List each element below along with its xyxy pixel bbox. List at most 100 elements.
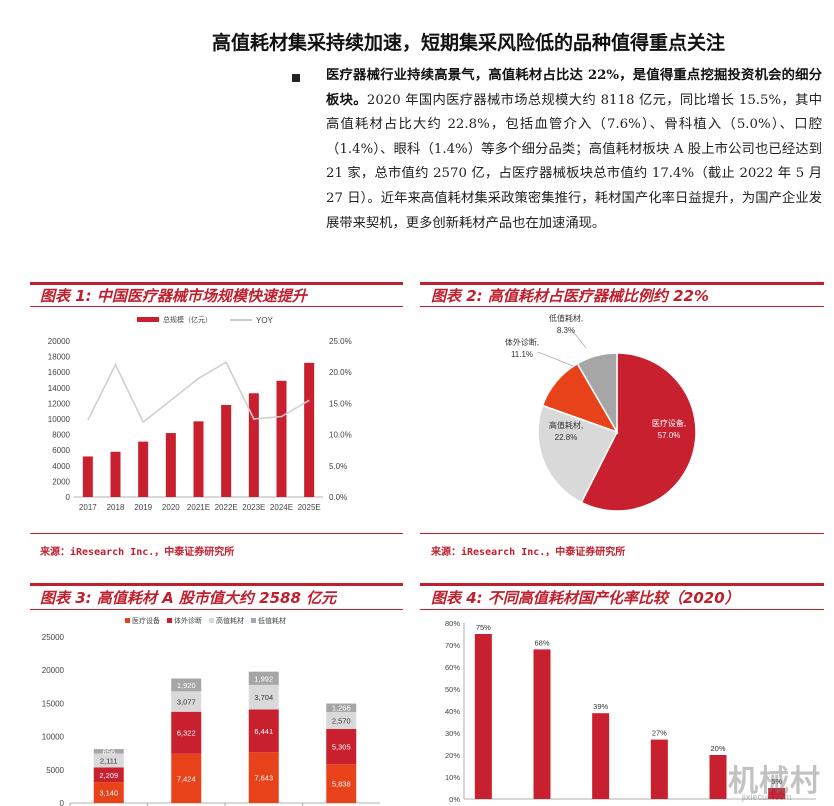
chart1-y2tick: 20.0%	[329, 368, 352, 377]
chart3-legend-label: 体外诊断	[174, 616, 202, 625]
bullet-square	[292, 74, 300, 82]
chart4-bar-label: 20%	[710, 744, 725, 753]
chart1-xtick: 2023E	[242, 503, 265, 512]
chart3-bar-segment	[326, 703, 357, 712]
chart3-legend-swatch	[125, 618, 130, 623]
panel3-top-rule	[30, 583, 403, 586]
chart1-ytick: 4000	[52, 462, 70, 471]
chart1-y2tick: 10.0%	[329, 431, 352, 440]
chart1-ytick: 20000	[48, 337, 71, 346]
chart1-bar	[221, 404, 232, 497]
panel1-bottom-rule	[30, 533, 403, 534]
chart3-ytick: 15000	[42, 699, 65, 708]
chart1-xtick: 2020	[162, 503, 180, 512]
chart1-y2tick: 15.0%	[329, 399, 352, 408]
chart1-legend-bar-swatch	[137, 317, 159, 322]
chart3-bar-segment	[93, 753, 124, 768]
chart1-y2tick: 0.0%	[329, 493, 347, 502]
chart4-ytick: 0%	[449, 795, 460, 804]
chart1-market-size: 0 2000 4000 6000 8000 10000 12000 14000 16000 180…	[48, 315, 352, 512]
chart3-legend-swatch	[209, 618, 214, 623]
chart2-slice-label: 体外诊断,	[505, 337, 539, 347]
chart4-bar-label: 75%	[476, 623, 491, 632]
chart1-ytick: 6000	[52, 446, 70, 455]
chart3-bar-segment	[326, 729, 357, 765]
chart4-ytick: 10%	[445, 773, 460, 782]
chart3-segment-label: 656	[102, 747, 115, 756]
summary-paragraph: 医疗器械行业持续高景气，高值耗材占比达 22%，是值得重点挖掘投资机会的细分板块…	[326, 64, 822, 236]
chart2-slice	[576, 352, 618, 435]
chart2-leader-line	[537, 351, 574, 367]
chart4-bar	[768, 788, 786, 799]
panel2-source: 来源：iResearch Inc.，中泰证券研究所	[431, 547, 626, 558]
chart3-bar-segment	[93, 749, 124, 754]
chart3-market-cap: 0 5000 10000 15000 20000 25000 3,140 2,209 2,111…	[42, 616, 380, 806]
chart1-bar	[110, 451, 121, 497]
chart4-bar	[709, 755, 727, 799]
chart3-segment-label: 6,441	[254, 727, 273, 736]
chart1-ytick: 2000	[52, 477, 70, 486]
chart2-slice-pct: 22.8%	[555, 433, 578, 442]
chart1-bar	[138, 441, 149, 497]
chart4-bar	[650, 739, 668, 799]
chart2-slice-label: 医疗设备,	[652, 418, 686, 428]
chart4-bar-label: 27%	[652, 729, 667, 738]
chart3-segment-label: 3,140	[99, 789, 118, 798]
chart1-bar	[165, 433, 176, 497]
chart2-slice-pct: 8.3%	[557, 326, 575, 335]
panel1-title-underline	[30, 306, 403, 307]
chart2-slice	[580, 352, 697, 512]
chart1-ytick: 8000	[52, 431, 70, 440]
chart4-bar-label: 5%	[771, 777, 782, 786]
chart2-share-pie: 医疗设备, 57.0% 高值耗材, 22.8% 体外诊断, 11.1% 低值耗材, 8.3%	[505, 313, 697, 512]
chart3-bar-segment	[248, 671, 279, 685]
chart1-y2tick: 25.0%	[329, 337, 352, 346]
chart4-bar	[592, 713, 610, 799]
chart3-segment-label: 2,111	[100, 756, 118, 765]
panel2-title-underline	[420, 306, 824, 307]
panel3-title: 图表 3: 高值耗材 A 股市值大约 2588 亿元	[40, 589, 337, 607]
chart1-bar	[193, 421, 204, 497]
chart4-ytick: 30%	[445, 729, 460, 738]
chart1-xtick: 2019	[134, 503, 152, 512]
chart1-xtick: 2017	[79, 503, 97, 512]
chart1-yoy-line	[87, 361, 310, 424]
chart3-legend-label: 医疗设备	[132, 616, 160, 625]
chart3-bar-segment	[171, 691, 202, 712]
chart3-bar-segment	[93, 782, 124, 803]
headline: 高值耗材集采持续加速，短期集采风险低的品种值得重点关注	[212, 32, 726, 54]
chart3-segment-label: 6,322	[177, 729, 196, 738]
chart1-xtick: 2024E	[270, 503, 293, 512]
chart4-localization-rate: 0% 10% 20% 30% 40% 50% 60% 70% 80% 75% 68% 39% 27% 20…	[445, 619, 816, 804]
chart1-ytick: 12000	[48, 399, 71, 408]
chart3-segment-label: 1,992	[254, 674, 273, 683]
chart1-xtick: 2021E	[187, 503, 210, 512]
chart3-bar-segment	[93, 767, 124, 783]
chart1-xtick: 2022E	[215, 503, 238, 512]
chart2-slice-label: 高值耗材,	[549, 420, 583, 430]
panel4-top-rule	[420, 583, 824, 586]
chart1-xtick: 2018	[107, 503, 125, 512]
panel4-title-underline	[420, 609, 824, 610]
panel2-bottom-rule	[420, 533, 824, 534]
chart3-bar-segment	[326, 711, 357, 730]
chart3-bar-segment	[171, 753, 202, 803]
chart3-segment-label: 1,920	[177, 681, 196, 690]
chart3-segment-label: 7,643	[254, 774, 273, 783]
chart3-segment-label: 1,266	[332, 704, 351, 713]
chart3-segment-label: 2,570	[332, 716, 351, 725]
panel4-title: 图表 4: 不同高值耗材国产化率比较（2020）	[431, 589, 740, 607]
chart1-ytick: 14000	[48, 384, 71, 393]
chart3-segment-label: 3,704	[254, 693, 273, 702]
chart3-bar-segment	[171, 711, 202, 754]
chart3-segment-label: 2,209	[99, 771, 118, 780]
chart3-ytick: 5000	[46, 766, 64, 775]
chart1-legend-bar-label: 总规模（亿元）	[163, 315, 212, 324]
chart2-slice-pct: 57.0%	[658, 431, 681, 440]
chart2-leader-line	[571, 329, 587, 349]
panel1-title: 图表 1: 中国医疗器械市场规模快速提升	[40, 287, 307, 305]
chart3-segment-label: 3,077	[177, 698, 196, 707]
chart3-ytick: 10000	[42, 733, 65, 742]
chart3-legend-swatch	[167, 618, 172, 623]
chart3-bar-segment	[171, 678, 202, 692]
